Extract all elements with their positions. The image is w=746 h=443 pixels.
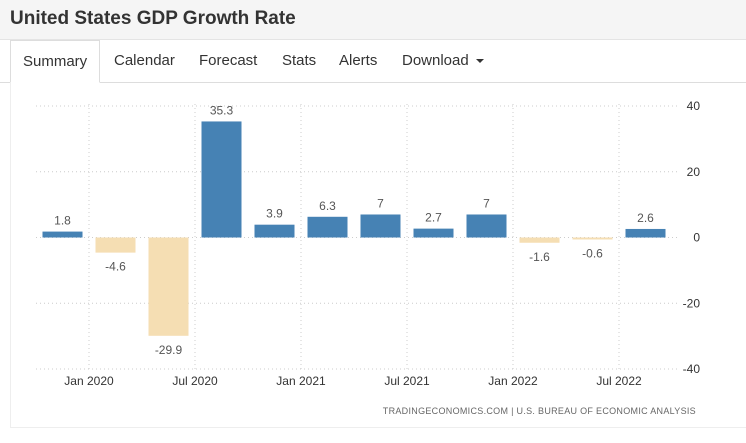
- bar[interactable]: [360, 214, 401, 238]
- title-bar: United States GDP Growth Rate: [0, 0, 746, 40]
- download-dropdown-label: Download: [402, 52, 469, 69]
- y-axis: 40 20 0 -20 -40: [683, 99, 701, 376]
- tab-forecast[interactable]: Forecast: [199, 40, 257, 82]
- tab-summary-label: Summary: [23, 53, 88, 70]
- bar[interactable]: [307, 216, 348, 238]
- x-axis: Jan 2020 Jul 2020 Jan 2021 Jul 2021 Jan 2022…: [64, 374, 642, 388]
- data-label: -1.6: [529, 250, 550, 264]
- x-tick-label: Jan 2020: [64, 374, 114, 388]
- tab-stats[interactable]: Stats: [282, 40, 316, 82]
- x-tick-label: Jan 2021: [276, 374, 326, 388]
- tab-calendar[interactable]: Calendar: [114, 40, 175, 82]
- data-labels: 1.8 -4.6 -29.9 35.3 3.9 6.3 7 2.7 7 -1.6 -0.6 2.6: [54, 103, 654, 356]
- data-label: -0.6: [582, 246, 603, 260]
- data-label: 7: [483, 196, 490, 210]
- bar[interactable]: [519, 237, 560, 243]
- data-label: 35.3: [210, 103, 234, 117]
- download-dropdown[interactable]: Download: [402, 40, 484, 82]
- bars: [42, 121, 666, 336]
- x-tick-label: Jul 2022: [596, 374, 642, 388]
- data-label: -29.9: [155, 343, 183, 357]
- y-tick-label: -20: [683, 296, 701, 310]
- tab-forecast-label: Forecast: [199, 52, 258, 69]
- y-tick-label: 20: [687, 165, 701, 179]
- tab-stats-label: Stats: [282, 52, 317, 69]
- bar[interactable]: [148, 237, 189, 336]
- tab-summary[interactable]: Summary: [10, 40, 100, 83]
- data-label: 1.8: [54, 214, 71, 228]
- bar[interactable]: [42, 231, 83, 238]
- tab-bar: Summary Calendar Forecast Stats Alerts D…: [0, 40, 746, 83]
- tab-alerts-label: Alerts: [339, 52, 378, 69]
- data-label: -4.6: [105, 260, 126, 274]
- data-label: 3.9: [266, 207, 283, 221]
- page-title: United States GDP Growth Rate: [10, 8, 296, 29]
- bar[interactable]: [254, 224, 295, 238]
- data-label: 6.3: [319, 199, 336, 213]
- y-tick-label: 0: [693, 231, 700, 245]
- tab-calendar-label: Calendar: [114, 52, 175, 69]
- tab-alerts[interactable]: Alerts: [339, 40, 377, 82]
- y-tick-label: 40: [687, 99, 701, 113]
- bar[interactable]: [466, 214, 507, 238]
- data-label: 7: [377, 196, 384, 210]
- x-tick-label: Jul 2020: [172, 374, 218, 388]
- data-label: 2.6: [637, 211, 654, 225]
- grid-lines: [36, 104, 680, 370]
- chart-credits: TRADINGECONOMICS.COM | U.S. BUREAU OF EC…: [383, 406, 696, 416]
- caret-down-icon: [475, 59, 484, 64]
- chart-panel: [10, 83, 746, 428]
- bar[interactable]: [572, 237, 613, 240]
- y-tick-label: -40: [683, 362, 701, 376]
- bar[interactable]: [95, 237, 136, 253]
- x-tick-label: Jan 2022: [488, 374, 538, 388]
- bar[interactable]: [201, 121, 242, 238]
- bar[interactable]: [625, 228, 666, 238]
- bar[interactable]: [413, 228, 454, 238]
- data-label: 2.7: [425, 211, 442, 225]
- x-tick-label: Jul 2021: [384, 374, 430, 388]
